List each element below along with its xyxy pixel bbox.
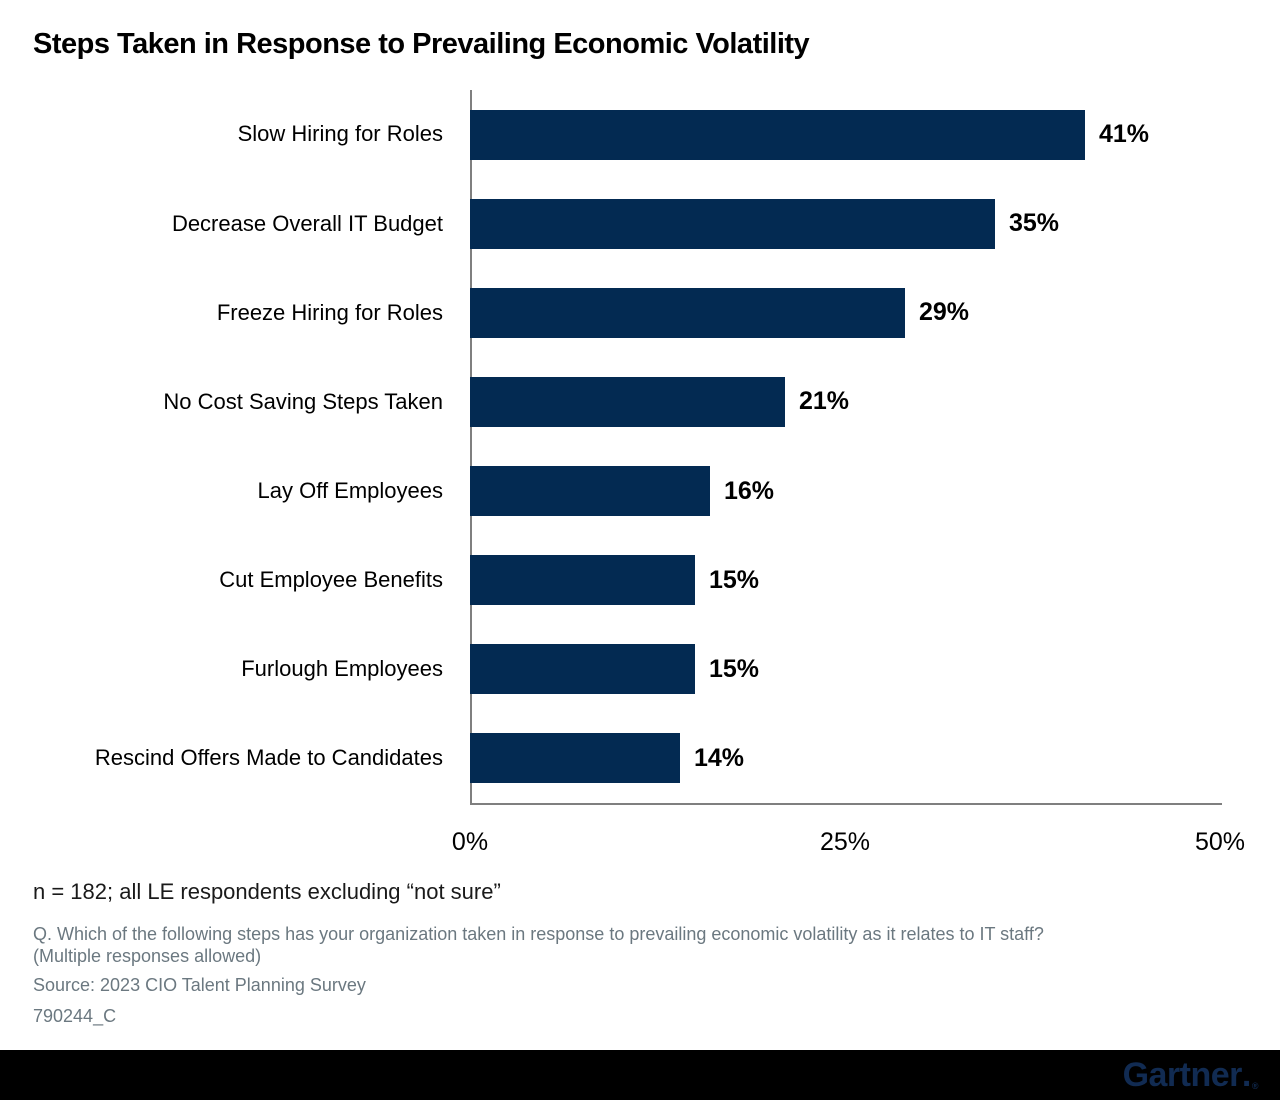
x-axis-tick-label: 25% (819, 828, 871, 856)
bar (470, 109, 1085, 160)
bar-track: 16% (470, 447, 1260, 536)
y-axis-line (470, 90, 472, 805)
bar-row: Furlough Employees 15% (0, 625, 1280, 714)
bar (470, 644, 695, 695)
x-axis-tick-label: 0% (451, 828, 489, 856)
chart-title: Steps Taken in Response to Prevailing Ec… (33, 28, 810, 60)
bar-track: 29% (470, 268, 1260, 357)
question-note-line1: Q. Which of the following steps has your… (33, 924, 1044, 944)
category-label: Slow Hiring for Roles (237, 121, 443, 147)
gartner-logo-text: Gartner (1122, 1055, 1243, 1094)
bar-value-label: 41% (1099, 120, 1150, 149)
bar-value-label: 35% (1009, 209, 1060, 238)
category-label: Freeze Hiring for Roles (216, 299, 443, 325)
category-label: No Cost Saving Steps Taken (163, 388, 443, 414)
bar-value-label: 16% (724, 476, 775, 505)
bar (470, 466, 710, 517)
x-axis-tick-label: 50% (1194, 828, 1246, 856)
bar-row: Slow Hiring for Roles 41% (0, 90, 1280, 179)
bar (470, 198, 995, 249)
question-note-line2: (Multiple responses allowed) (33, 946, 262, 966)
bar-value-label: 15% (709, 654, 760, 683)
sample-note: n = 182; all LE respondents excluding “n… (33, 879, 501, 904)
bar-track: 41% (470, 90, 1260, 179)
source-note: Source: 2023 CIO Talent Planning Survey (33, 975, 366, 995)
bar-value-label: 21% (799, 387, 850, 416)
bar-value-label: 29% (919, 298, 970, 327)
bar-value-label: 14% (694, 743, 745, 772)
category-label: Cut Employee Benefits (219, 567, 443, 593)
category-label: Rescind Offers Made to Candidates (94, 745, 443, 771)
gartner-logo: Gartner. ® (1122, 1055, 1259, 1095)
bar-row: Rescind Offers Made to Candidates 14% (0, 714, 1280, 803)
bar-row: Freeze Hiring for Roles 29% (0, 268, 1280, 357)
registered-trademark-icon: ® (1251, 1080, 1259, 1091)
bar (470, 376, 785, 427)
bar-track: 15% (470, 625, 1260, 714)
bar (470, 555, 695, 606)
bar-chart: Slow Hiring for Roles 41% Decrease Overall… (0, 90, 1280, 803)
bar-track: 21% (470, 357, 1260, 446)
category-label: Lay Off Employees (257, 477, 443, 503)
category-label: Furlough Employees (241, 656, 443, 682)
x-axis-line (470, 803, 1222, 805)
bar-track: 35% (470, 179, 1260, 268)
bar-value-label: 15% (709, 565, 760, 594)
category-label: Decrease Overall IT Budget (171, 210, 443, 236)
footer-brand-bar: Gartner. ® (0, 1050, 1280, 1100)
bar-row: Lay Off Employees 16% (0, 447, 1280, 536)
question-note: Q. Which of the following steps has your… (33, 923, 1183, 967)
bar-track: 14% (470, 714, 1260, 803)
document-id: 790244_C (33, 1006, 117, 1026)
bar-row: Cut Employee Benefits 15% (0, 536, 1280, 625)
bar-row: Decrease Overall IT Budget 35% (0, 179, 1280, 268)
gartner-logo-period: . (1241, 1055, 1251, 1094)
bar-row: No Cost Saving Steps Taken 21% (0, 357, 1280, 446)
bar (470, 733, 680, 784)
bar (470, 287, 905, 338)
bar-track: 15% (470, 536, 1260, 625)
